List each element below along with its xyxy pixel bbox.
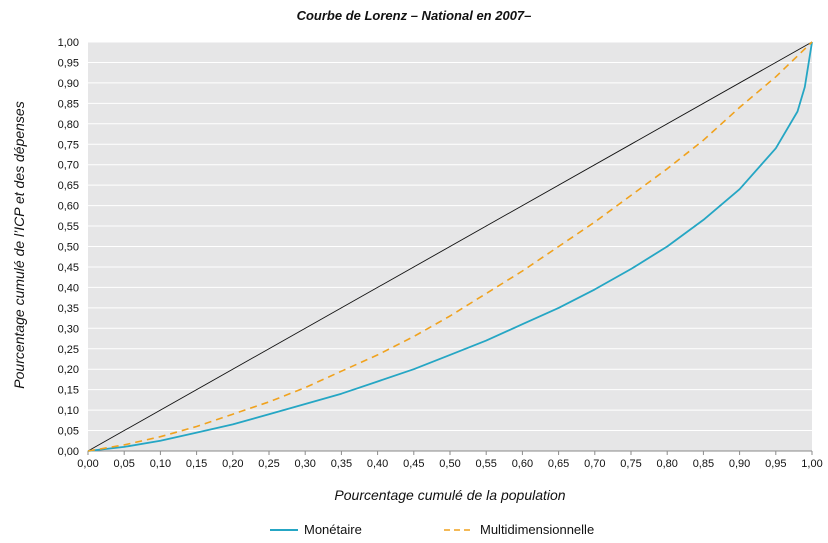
y-tick-label: 0,10	[58, 405, 79, 417]
x-tick-label: 1,00	[801, 458, 822, 470]
y-tick-label: 0,55	[58, 221, 79, 233]
x-tick-label: 0,15	[186, 458, 207, 470]
x-tick-label: 0,20	[222, 458, 243, 470]
y-tick-label: 0,95	[58, 57, 79, 69]
legend-swatch-monetaire	[270, 528, 298, 531]
y-tick-label: 0,50	[58, 242, 79, 254]
y-tick-label: 0,80	[58, 119, 79, 131]
y-tick-label: 0,15	[58, 385, 79, 397]
y-tick-label: 0,05	[58, 426, 79, 438]
y-axis-label: Pourcentage cumulé de l’ICP et des dépen…	[11, 101, 27, 389]
legend-label-multidimensionnelle: Multidimensionnelle	[480, 522, 595, 537]
y-tick-label: 0,25	[58, 344, 79, 356]
legend-item-monetaire: Monétaire	[270, 522, 362, 537]
series-line-multidimensionnelle	[87, 41, 813, 452]
x-tick-label: 0,90	[729, 458, 750, 470]
x-tick-label: 0,50	[439, 458, 460, 470]
x-tick-label: 0,05	[113, 458, 134, 470]
y-tick-label: 0,40	[58, 282, 79, 294]
x-tick-label: 0,35	[331, 458, 352, 470]
x-tick-label: 0,75	[620, 458, 641, 470]
series-line-monetaire	[87, 41, 813, 452]
x-tick-label: 0,55	[475, 458, 496, 470]
y-tick-label: 0,35	[58, 303, 79, 315]
y-tick-label: 0,90	[58, 78, 79, 90]
x-tick-label: 0,30	[294, 458, 315, 470]
y-tick-label: 0,70	[58, 160, 79, 172]
legend-swatch-multidimensionnelle	[444, 528, 474, 531]
x-tick-label: 0,85	[693, 458, 714, 470]
x-tick-label: 0,40	[367, 458, 388, 470]
y-tick-label: 0,45	[58, 262, 79, 274]
x-tick-label: 0,45	[403, 458, 424, 470]
x-tick-label: 0,00	[77, 458, 98, 470]
chart-title: Courbe de Lorenz – National en 2007–	[296, 8, 532, 23]
y-tick-label: 0,00	[58, 446, 79, 458]
chart-legend: Monétaire Multidimensionnelle	[0, 522, 828, 540]
x-tick-label: 0,10	[150, 458, 171, 470]
lorenz-chart: 0,00 0,05 0,10 0,15 0,20 0,25 0,30 0,35 0,40 0,45…	[58, 37, 823, 470]
x-tick-label: 0,95	[765, 458, 786, 470]
x-tick-label: 0,65	[548, 458, 569, 470]
x-tick-label: 0,60	[512, 458, 533, 470]
y-tick-label: 0,85	[58, 98, 79, 110]
y-tick-label: 1,00	[58, 37, 79, 49]
legend-item-multidimensionnelle: Multidimensionnelle	[444, 522, 594, 537]
y-tick-label: 0,20	[58, 364, 79, 376]
equality-line	[87, 41, 813, 452]
y-tick-label: 0,75	[58, 139, 79, 151]
legend-label-monetaire: Monétaire	[304, 522, 362, 537]
y-tick-label: 0,60	[58, 201, 79, 213]
y-tick-label: 0,30	[58, 323, 79, 335]
x-axis-label: Pourcentage cumulé de la population	[334, 487, 566, 503]
x-tick-label: 0,25	[258, 458, 279, 470]
x-tick-label: 0,80	[656, 458, 677, 470]
y-tick-label: 0,65	[58, 180, 79, 192]
x-tick-label: 0,70	[584, 458, 605, 470]
